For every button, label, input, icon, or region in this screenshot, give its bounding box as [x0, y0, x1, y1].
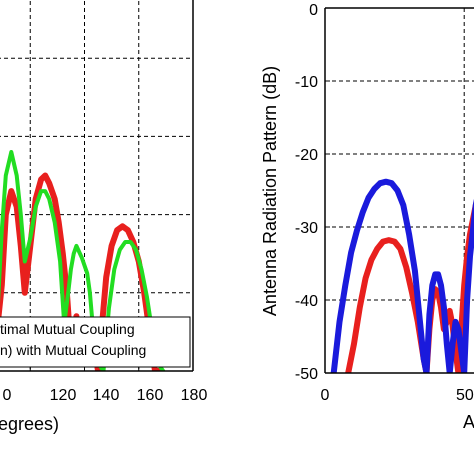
left-x-tick-label: 120: [50, 387, 77, 404]
left-x-tick-label: 180: [181, 387, 208, 404]
left-x-tick-label: 140: [93, 387, 120, 404]
right-x-tick-label: 0: [321, 387, 330, 404]
legend-entry-1: n) with Mutual Coupling: [0, 342, 146, 358]
left-x-tick-label: 0: [3, 387, 12, 404]
right-x-tick-labels: 0 50: [321, 387, 474, 404]
right-panel: [324, 7, 474, 374]
right-y-tick-label: -10: [295, 74, 318, 91]
right-series-line-1: [330, 178, 474, 373]
right-y-axis-label: Antenna Radiation Pattern (dB): [260, 66, 280, 316]
left-legend: timal Mutual Coupling n) with Mutual Coup…: [0, 316, 191, 368]
right-y-tick-label: -50: [295, 366, 318, 383]
right-y-tick-labels: 0 -10 -20 -30 -40 -50: [295, 2, 318, 383]
right-x-tick-label: 50: [456, 387, 474, 404]
left-series-line-1: [0, 150, 166, 371]
legend-entry-0: timal Mutual Coupling: [0, 321, 135, 337]
legend-box: [0, 316, 191, 368]
right-y-tick-label: -40: [295, 293, 318, 310]
right-x-axis-label: A: [463, 412, 474, 432]
left-x-tick-label: 160: [137, 387, 164, 404]
left-panel: timal Mutual Coupling n) with Mutual Coup…: [0, 0, 194, 372]
left-x-axis-label: egrees): [0, 414, 59, 434]
left-x-tick-labels: 0 120 140 160 180: [3, 387, 208, 404]
right-y-tick-label: 0: [309, 2, 318, 19]
right-y-tick-label: -30: [295, 220, 318, 237]
right-y-tick-label: -20: [295, 147, 318, 164]
